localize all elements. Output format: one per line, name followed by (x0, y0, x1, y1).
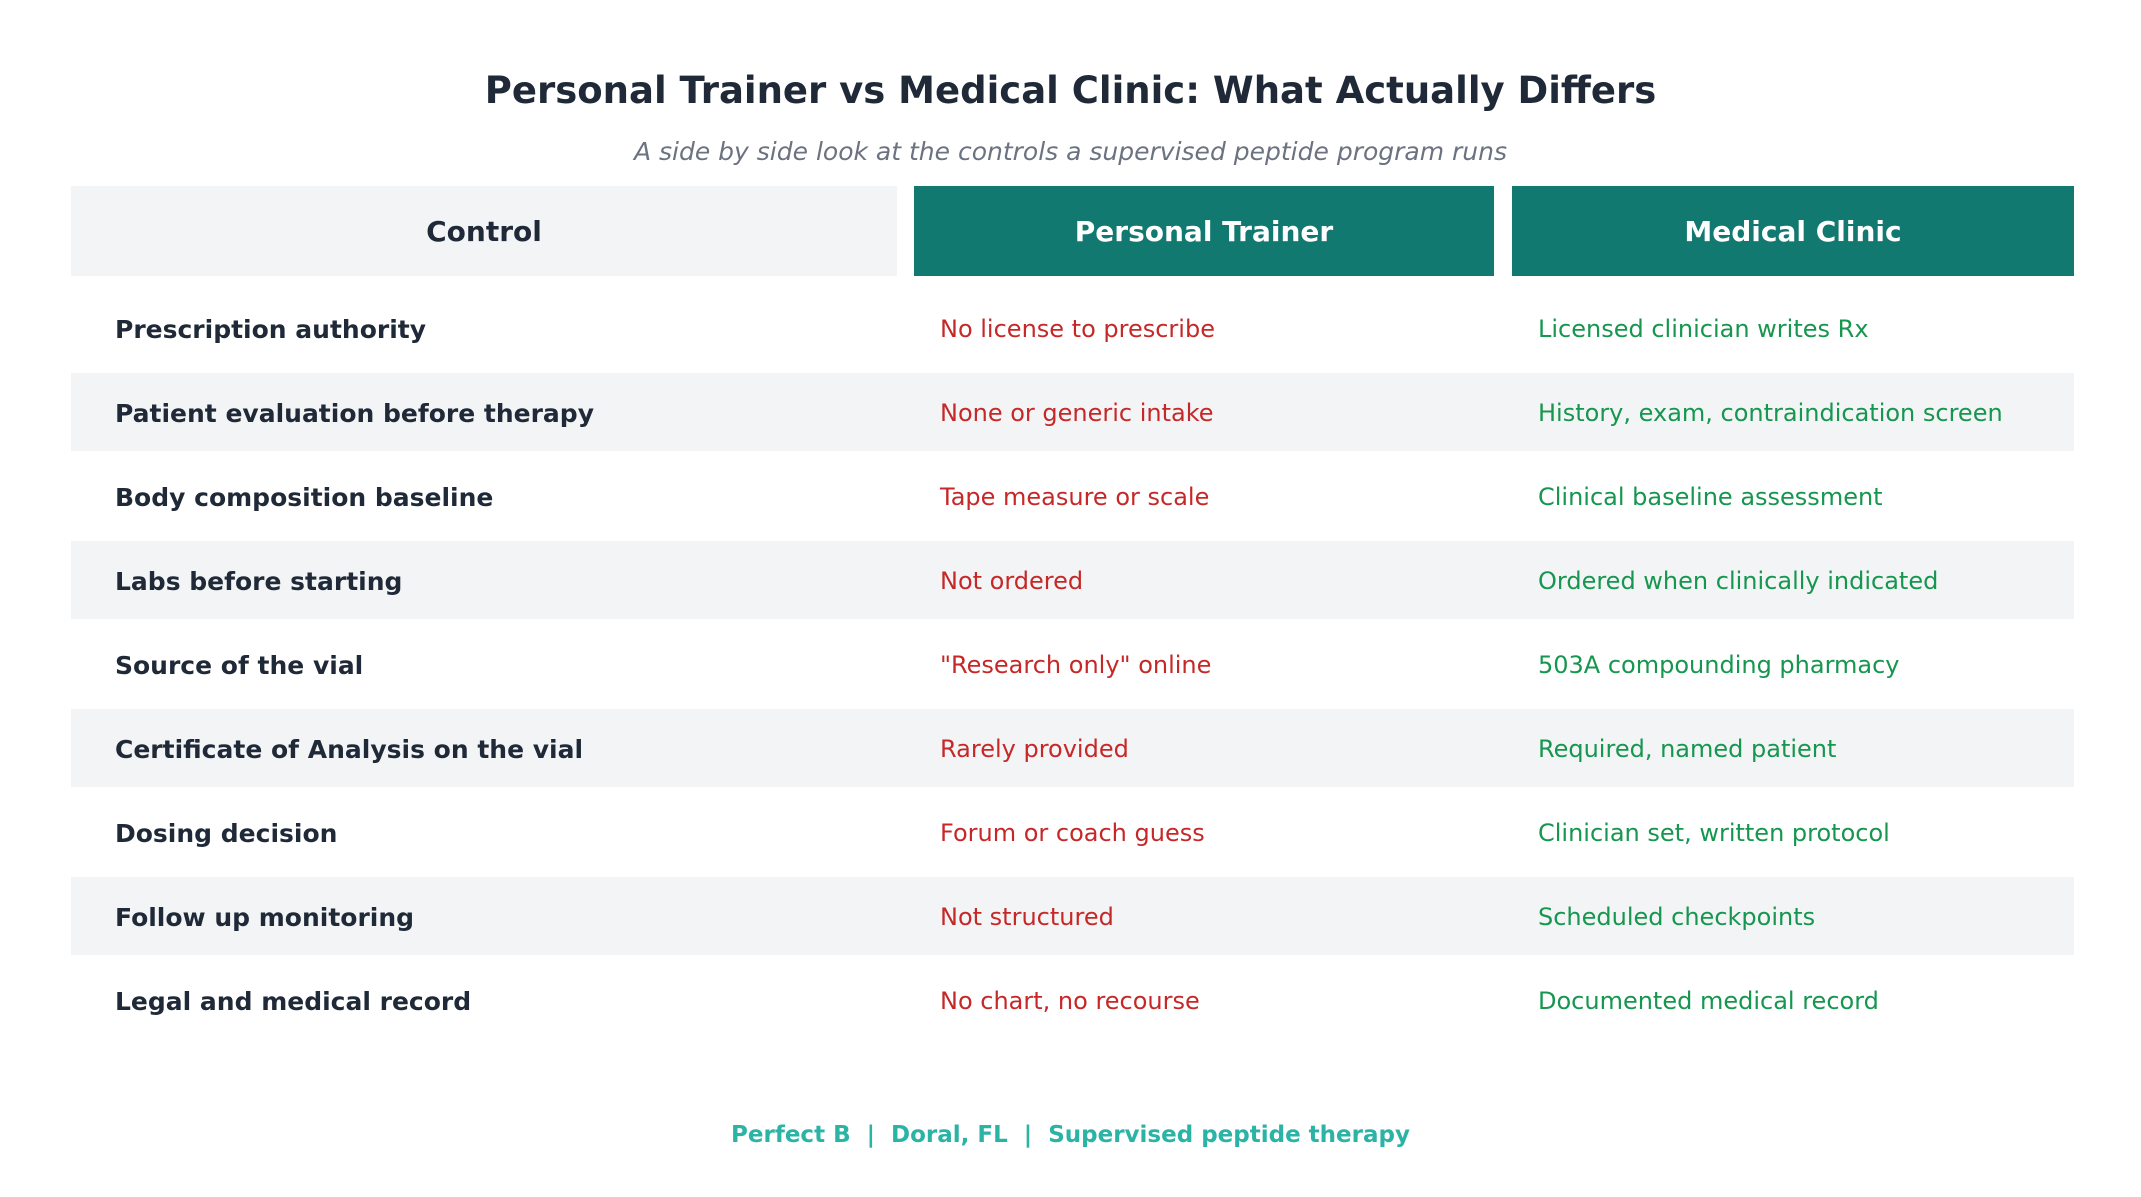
control-cell: Prescription authority (115, 314, 427, 344)
control-cell: Legal and medical record (115, 986, 472, 1016)
trainer-cell: Tape measure or scale (940, 483, 1210, 511)
control-cell: Source of the vial (115, 650, 364, 680)
row-shade (71, 541, 2074, 619)
table-row: Source of the vial "Research only" onlin… (71, 623, 2074, 707)
trainer-cell: Not ordered (940, 567, 1084, 595)
clinic-cell: Scheduled checkpoints (1538, 903, 1816, 931)
table-row: Certificate of Analysis on the vial Rare… (71, 707, 2074, 791)
control-cell: Dosing decision (115, 818, 338, 848)
table-row: Legal and medical record No chart, no re… (71, 959, 2074, 1043)
clinic-cell: 503A compounding pharmacy (1538, 651, 1900, 679)
column-header-control: Control (71, 186, 897, 276)
trainer-cell: Not structured (940, 903, 1114, 931)
comparison-table-body: Prescription authority No license to pre… (71, 287, 2074, 1043)
control-cell: Certificate of Analysis on the vial (115, 734, 584, 764)
table-row: Dosing decision Forum or coach guess Cli… (71, 791, 2074, 875)
clinic-cell: Licensed clinician writes Rx (1538, 315, 1869, 343)
column-header-medical-clinic: Medical Clinic (1512, 186, 2074, 276)
trainer-cell: Rarely provided (940, 735, 1129, 763)
clinic-cell: History, exam, contraindication screen (1538, 399, 2003, 427)
clinic-cell: Documented medical record (1538, 987, 1879, 1015)
table-row: Body composition baseline Tape measure o… (71, 455, 2074, 539)
control-cell: Body composition baseline (115, 482, 494, 512)
trainer-cell: No chart, no recourse (940, 987, 1200, 1015)
clinic-cell: Clinician set, written protocol (1538, 819, 1890, 847)
control-cell: Labs before starting (115, 566, 403, 596)
row-shade (71, 709, 2074, 787)
row-shade (71, 877, 2074, 955)
table-row: Follow up monitoring Not structured Sche… (71, 875, 2074, 959)
clinic-cell: Ordered when clinically indicated (1538, 567, 1939, 595)
page-title: Personal Trainer vs Medical Clinic: What… (484, 69, 1657, 112)
footer-credit: Perfect B | Doral, FL | Supervised pepti… (731, 1122, 1410, 1148)
trainer-cell: None or generic intake (940, 399, 1214, 427)
trainer-cell: "Research only" online (940, 651, 1212, 679)
table-row: Patient evaluation before therapy None o… (71, 371, 2074, 455)
control-cell: Patient evaluation before therapy (115, 398, 594, 428)
trainer-cell: Forum or coach guess (940, 819, 1205, 847)
page-subtitle: A side by side look at the controls a su… (633, 137, 1508, 166)
clinic-cell: Required, named patient (1538, 735, 1837, 763)
table-row: Prescription authority No license to pre… (71, 287, 2074, 371)
trainer-cell: No license to prescribe (940, 315, 1215, 343)
clinic-cell: Clinical baseline assessment (1538, 483, 1883, 511)
control-cell: Follow up monitoring (115, 902, 415, 932)
row-shade (71, 373, 2074, 451)
table-row: Labs before starting Not ordered Ordered… (71, 539, 2074, 623)
column-header-personal-trainer: Personal Trainer (914, 186, 1494, 276)
